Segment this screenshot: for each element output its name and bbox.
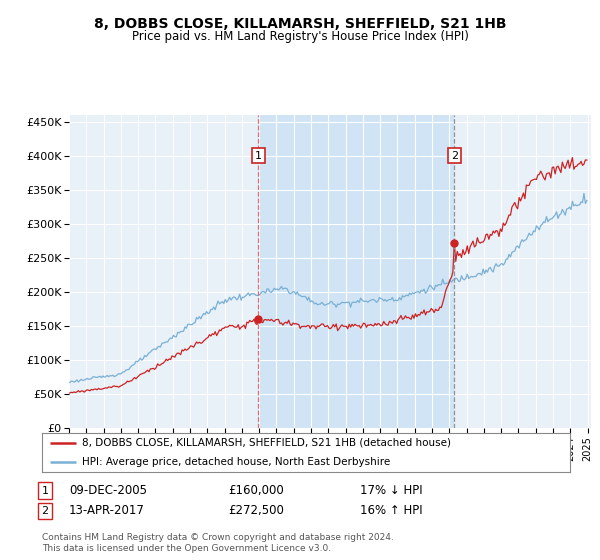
Text: 16% ↑ HPI: 16% ↑ HPI [360,504,422,517]
Text: £160,000: £160,000 [228,484,284,497]
Text: 2: 2 [451,151,458,161]
Text: 1: 1 [41,486,49,496]
Text: 8, DOBBS CLOSE, KILLAMARSH, SHEFFIELD, S21 1HB: 8, DOBBS CLOSE, KILLAMARSH, SHEFFIELD, S… [94,17,506,31]
Text: 13-APR-2017: 13-APR-2017 [69,504,145,517]
Text: Price paid vs. HM Land Registry's House Price Index (HPI): Price paid vs. HM Land Registry's House … [131,30,469,43]
Text: 09-DEC-2005: 09-DEC-2005 [69,484,147,497]
Text: 17% ↓ HPI: 17% ↓ HPI [360,484,422,497]
Text: 2: 2 [41,506,49,516]
Text: Contains HM Land Registry data © Crown copyright and database right 2024.
This d: Contains HM Land Registry data © Crown c… [42,533,394,553]
Text: 8, DOBBS CLOSE, KILLAMARSH, SHEFFIELD, S21 1HB (detached house): 8, DOBBS CLOSE, KILLAMARSH, SHEFFIELD, S… [82,438,451,448]
Text: 1: 1 [255,151,262,161]
Text: HPI: Average price, detached house, North East Derbyshire: HPI: Average price, detached house, Nort… [82,457,390,467]
Text: £272,500: £272,500 [228,504,284,517]
Bar [259,115,454,428]
